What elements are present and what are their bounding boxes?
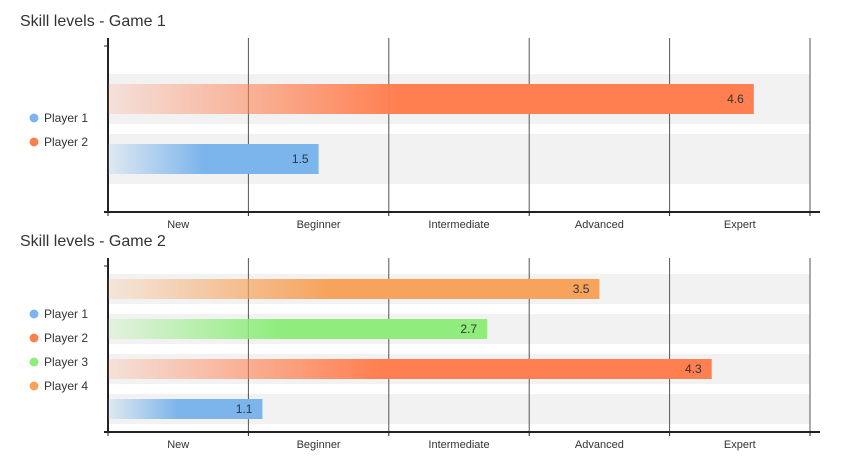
chart-game-1: Skill levels - Game 1 New Beginner Interme… — [20, 13, 820, 231]
legend-marker-player-4[interactable] — [29, 381, 39, 391]
legend-marker-player-1[interactable] — [29, 309, 39, 319]
bar-player-3[interactable] — [108, 319, 488, 339]
legend-label-player-1[interactable]: Player 1 — [44, 111, 88, 125]
x-tick-label: Beginner — [297, 439, 341, 451]
x-tick-label: Intermediate — [428, 439, 489, 451]
bar-player-2[interactable] — [108, 359, 712, 379]
legend-label-player-2[interactable]: Player 2 — [44, 331, 88, 345]
legend-marker-player-1[interactable] — [29, 113, 39, 123]
chart-title: Skill levels - Game 2 — [20, 233, 166, 250]
data-label-player-1: 1.5 — [292, 152, 309, 166]
data-label-player-2: 4.6 — [727, 92, 744, 106]
bar-player-1[interactable] — [108, 144, 319, 174]
x-tick-label: Advanced — [575, 219, 624, 231]
bar-player-1[interactable] — [108, 399, 263, 419]
legend-label-player-4[interactable]: Player 4 — [44, 379, 88, 393]
legend-marker-player-3[interactable] — [29, 357, 39, 367]
data-label-player-1: 1.1 — [236, 402, 253, 416]
legend-label-player-2[interactable]: Player 2 — [44, 135, 88, 149]
x-tick-label: Expert — [724, 219, 756, 231]
x-tick-label: Expert — [724, 439, 756, 451]
x-tick-label: Beginner — [297, 219, 341, 231]
legend-marker-player-2[interactable] — [29, 137, 39, 147]
x-tick-label: Advanced — [575, 439, 624, 451]
chart-title: Skill levels - Game 1 — [20, 13, 166, 30]
bar-player-4[interactable] — [108, 279, 600, 299]
bar-player-2[interactable] — [108, 84, 754, 114]
x-tick-label: Intermediate — [428, 219, 489, 231]
chart-game-2: Skill levels - Game 2 New Beginner Interme… — [20, 233, 820, 451]
data-label-player-2: 4.3 — [685, 362, 702, 376]
legend-label-player-3[interactable]: Player 3 — [44, 355, 88, 369]
x-tick-label: New — [167, 439, 189, 451]
legend-marker-player-2[interactable] — [29, 333, 39, 343]
legend-label-player-1[interactable]: Player 1 — [44, 307, 88, 321]
x-tick-label: New — [167, 219, 189, 231]
data-label-player-4: 3.5 — [573, 282, 590, 296]
data-label-player-3: 2.7 — [460, 322, 477, 336]
